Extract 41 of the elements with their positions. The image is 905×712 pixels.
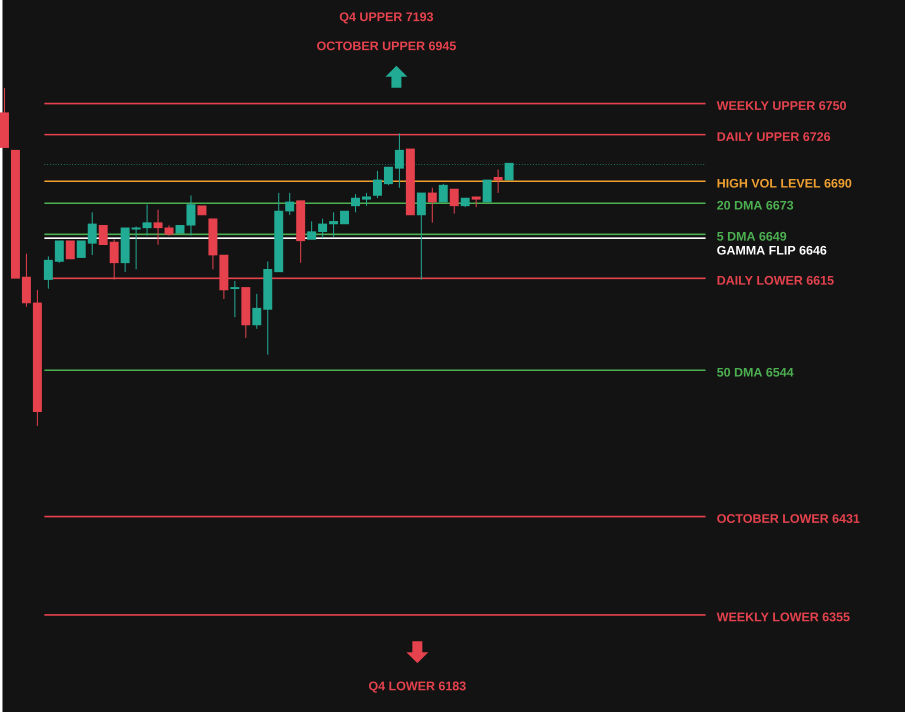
candlestick — [98, 224, 108, 245]
ref-line-label: OCTOBER LOWER 6431 — [717, 514, 860, 523]
candlestick — [416, 192, 426, 280]
candlestick — [285, 192, 294, 216]
ref-line-label: WEEKLY UPPER 6750 — [716, 101, 846, 110]
candlestick — [362, 192, 371, 206]
candlestick — [340, 210, 350, 224]
candlestick — [307, 220, 316, 240]
ref-line-label: HIGH VOL LEVEL 6690 — [718, 178, 852, 188]
ref-line-label: WEEKLY LOWER 6355 — [716, 612, 850, 622]
annotation: Q4 UPPER 7193 — [340, 12, 434, 24]
ref-line-label: DAILY UPPER 6726 — [718, 132, 830, 142]
candlestick — [494, 169, 503, 194]
ref-line-label: 5 DMA 6649 — [717, 232, 786, 241]
candlestick — [372, 170, 382, 199]
candlestick — [44, 256, 53, 290]
candlestick — [132, 226, 141, 270]
candlestick — [252, 293, 262, 330]
ref-line-label: 50 DMA 6544 — [717, 368, 794, 377]
candlestick — [329, 212, 338, 238]
ref-line-label: DAILY LOWER 6615 — [718, 276, 834, 285]
candlestick — [472, 196, 481, 208]
candlestick — [230, 280, 240, 318]
annotation: OCTOBER UPPER 6945 — [317, 41, 456, 50]
candlestick — [186, 194, 196, 236]
candlestick — [482, 180, 492, 202]
candlestick — [428, 187, 437, 224]
candlestick — [142, 204, 152, 236]
candlestick — [450, 188, 459, 214]
candlestick — [318, 218, 328, 239]
annotation: Q4 LOWER 6183 — [369, 682, 466, 693]
ref-line-label: 20 DMA 6673 — [717, 200, 794, 210]
candlestick — [197, 205, 206, 216]
candlestick — [438, 183, 448, 202]
candlestick — [66, 240, 75, 260]
candlestick — [154, 209, 163, 246]
ref-line-label: GAMMA FLIP 6646 — [717, 246, 826, 255]
candlestick — [460, 198, 470, 208]
candlestick — [164, 224, 174, 236]
candlestick — [351, 194, 360, 213]
candlestick — [54, 240, 64, 264]
